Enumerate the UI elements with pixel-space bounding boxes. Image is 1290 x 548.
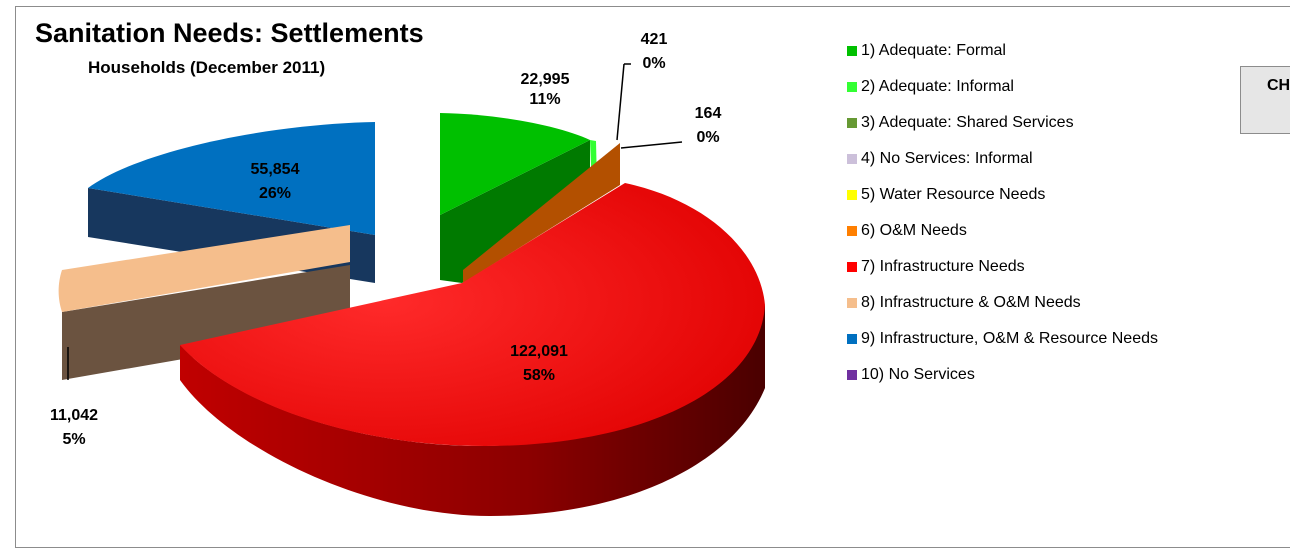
data-label-percent-adequate-formal: 11% <box>529 91 560 108</box>
legend-label: 1) Adequate: Formal <box>861 42 1006 59</box>
legend-swatch <box>847 334 857 344</box>
legend-swatch <box>847 190 857 200</box>
legend-label: 3) Adequate: Shared Services <box>861 114 1074 131</box>
slice-infrastructure-om-needs <box>58 225 350 380</box>
leader-line-421 <box>616 63 625 141</box>
legend-swatch <box>847 118 857 128</box>
legend-item: 6) O&M Needs <box>847 213 1158 249</box>
data-label-value-adequate-informal: 421 <box>641 31 668 48</box>
callout-text: CH <box>1267 77 1290 94</box>
legend-item: 8) Infrastructure & O&M Needs <box>847 285 1158 321</box>
orange-slice-top <box>463 143 620 283</box>
legend-swatch <box>847 262 857 272</box>
legend-item: 3) Adequate: Shared Services <box>847 105 1158 141</box>
legend-swatch <box>847 46 857 56</box>
legend-swatch <box>847 82 857 92</box>
legend-item: 4) No Services: Informal <box>847 141 1158 177</box>
legend-label: 9) Infrastructure, O&M & Resource Needs <box>861 330 1158 347</box>
data-label-percent-infrastructure-om-resource-needs: 26% <box>259 185 291 202</box>
data-label-value-om-needs: 164 <box>695 105 722 122</box>
chart-legend: 1) Adequate: Formal 2) Adequate: Informa… <box>847 33 1158 393</box>
red-slice-top <box>180 183 765 446</box>
blue-slice-top <box>88 122 375 235</box>
legend-item: 5) Water Resource Needs <box>847 177 1158 213</box>
legend-label: 7) Infrastructure Needs <box>861 258 1025 275</box>
legend-label: 10) No Services <box>861 366 975 383</box>
peach-slice-side <box>62 265 350 380</box>
legend-label: 2) Adequate: Informal <box>861 78 1014 95</box>
data-label-value-infrastructure-om-resource-needs: 55,854 <box>251 161 300 178</box>
legend-swatch <box>847 154 857 164</box>
legend-label: 4) No Services: Informal <box>861 150 1033 167</box>
legend-item: 10) No Services <box>847 357 1158 393</box>
legend-swatch <box>847 298 857 308</box>
slice-om-needs <box>463 143 620 283</box>
data-label-percent-om-needs: 0% <box>696 129 719 146</box>
legend-item: 2) Adequate: Informal <box>847 69 1158 105</box>
legend-item: 9) Infrastructure, O&M & Resource Needs <box>847 321 1158 357</box>
legend-label: 5) Water Resource Needs <box>861 186 1046 203</box>
legend-swatch <box>847 370 857 380</box>
legend-item: 1) Adequate: Formal <box>847 33 1158 69</box>
legend-swatch <box>847 226 857 236</box>
data-label-percent-infrastructure-needs: 58% <box>523 367 555 384</box>
red-slice-side <box>180 305 765 516</box>
data-label-value-infrastructure-needs: 122,091 <box>510 343 568 360</box>
chart-title: Sanitation Needs: Settlements <box>35 18 424 48</box>
leader-line-164 <box>620 141 683 149</box>
slice-infrastructure-needs <box>180 183 765 516</box>
data-label-value-infrastructure-om-needs: 11,042 <box>50 407 98 424</box>
data-label-percent-adequate-informal: 0% <box>642 55 665 72</box>
legend-label: 6) O&M Needs <box>861 222 967 239</box>
green-slice-side <box>440 140 590 283</box>
legend-label: 8) Infrastructure & O&M Needs <box>861 294 1081 311</box>
callout-box: CH <box>1240 66 1290 134</box>
peach-slice-top <box>58 225 350 312</box>
data-label-value-adequate-formal: 22,995 <box>521 71 570 88</box>
data-label-percent-infrastructure-om-needs: 5% <box>62 431 85 448</box>
pie-chart: 22,995 11% 421 0% 164 0% 122,091 58% 11,… <box>50 31 765 516</box>
chart-subtitle: Households (December 2011) <box>88 58 326 77</box>
green-slice-top <box>440 113 590 215</box>
legend-item: 7) Infrastructure Needs <box>847 249 1158 285</box>
